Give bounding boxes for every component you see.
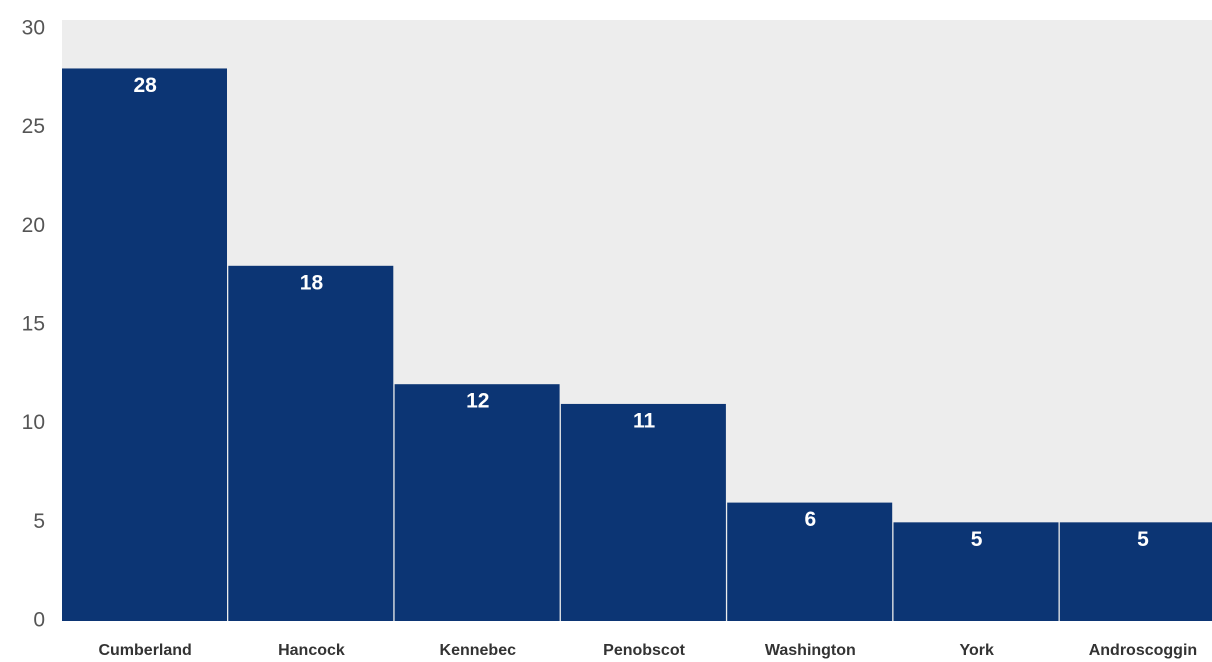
- y-tick-label: 5: [33, 510, 45, 533]
- value-label: 28: [133, 74, 157, 97]
- bar: [727, 502, 893, 621]
- value-label: 12: [466, 390, 489, 413]
- bar: [228, 265, 394, 621]
- x-tick-label: Androscoggin: [1089, 642, 1197, 659]
- bar: [560, 403, 726, 621]
- x-tick-label: Washington: [765, 642, 856, 659]
- value-label: 11: [633, 409, 656, 432]
- value-label: 5: [1137, 528, 1149, 551]
- y-tick-label: 10: [22, 411, 45, 434]
- value-label: 18: [300, 271, 324, 294]
- x-tick-label: Cumberland: [98, 642, 191, 659]
- value-label: 6: [805, 508, 817, 531]
- y-tick-label: 0: [33, 609, 45, 632]
- value-label: 5: [971, 528, 983, 551]
- x-tick-label: Kennebec: [440, 642, 517, 659]
- bar: [1059, 522, 1212, 621]
- y-tick-label: 20: [22, 214, 45, 237]
- x-tick-label: York: [959, 642, 993, 659]
- x-tick-label: Hancock: [278, 642, 345, 659]
- y-tick-label: 15: [22, 313, 45, 336]
- x-tick-label: Penobscot: [603, 642, 685, 659]
- bar: [62, 68, 227, 621]
- bar: [893, 522, 1059, 621]
- bar: [394, 384, 560, 621]
- y-tick-label: 25: [22, 115, 45, 138]
- y-tick-label: 30: [22, 17, 45, 40]
